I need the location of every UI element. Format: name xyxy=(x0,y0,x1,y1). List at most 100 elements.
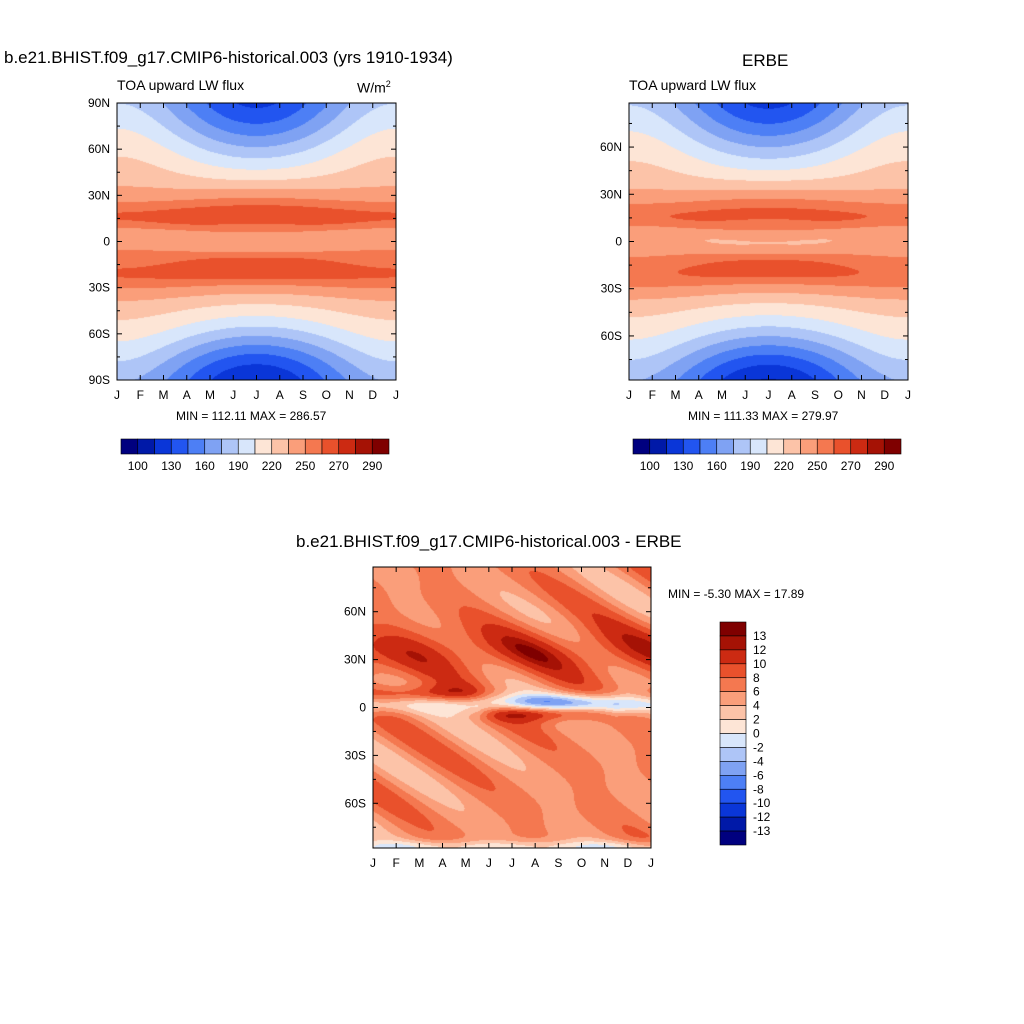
diff-colorbar-label: -8 xyxy=(753,782,764,796)
x-tick-label: O xyxy=(577,856,586,870)
panel2-title: ERBE xyxy=(742,51,789,70)
colorbar-label: 250 xyxy=(807,459,827,473)
y-tick-label: 60S xyxy=(345,796,366,810)
x-tick-label: A xyxy=(531,856,539,870)
y-tick-label: 30N xyxy=(344,653,366,667)
panel1-variable-label: TOA upward LW flux xyxy=(117,77,245,93)
colorbar-swatch xyxy=(170,438,189,455)
plot-1-field xyxy=(117,103,396,380)
colorbar-swatch xyxy=(221,438,239,455)
colorbar-swatch xyxy=(371,438,390,455)
y-tick-label: 30S xyxy=(345,748,366,762)
diff-colorbar-label: 4 xyxy=(753,699,760,713)
colorbar-label: 270 xyxy=(329,459,349,473)
diff-colorbar-swatch xyxy=(719,788,747,804)
x-tick-label: O xyxy=(834,388,843,402)
colorbar-swatch xyxy=(800,438,818,455)
x-tick-label: F xyxy=(392,856,399,870)
x-tick-label: N xyxy=(857,388,866,402)
x-tick-label: J xyxy=(114,388,120,402)
diff-colorbar-label: -2 xyxy=(753,740,764,754)
y-tick-label: 30N xyxy=(88,188,110,202)
diff-colorbar-swatch xyxy=(719,621,747,637)
diff-colorbar-swatch xyxy=(719,816,747,832)
x-tick-label: D xyxy=(880,388,889,402)
y-tick-label: 60S xyxy=(89,327,110,341)
colorbar-label: 250 xyxy=(295,459,315,473)
diff-colorbar-label: -12 xyxy=(753,810,771,824)
colorbar-swatch xyxy=(816,438,835,455)
x-tick-label: A xyxy=(438,856,446,870)
diff-colorbar-label: -4 xyxy=(753,754,764,768)
colorbar-swatch xyxy=(237,438,256,455)
colorbar-swatch xyxy=(137,438,155,455)
diff-colorbar-swatch xyxy=(719,830,747,846)
x-tick-label: A xyxy=(183,388,191,402)
x-tick-label: F xyxy=(649,388,656,402)
panel1-units-label: W/m2 xyxy=(357,79,391,96)
colorbar-label: 130 xyxy=(161,459,181,473)
x-tick-label: A xyxy=(695,388,703,402)
colorbar-swatch xyxy=(187,438,206,455)
x-tick-label: J xyxy=(626,388,632,402)
colorbar-swatch xyxy=(304,438,323,455)
colorbar-label: 220 xyxy=(262,459,282,473)
x-tick-label: A xyxy=(788,388,796,402)
colorbar-swatch xyxy=(783,438,801,455)
diff-colorbar-label: 10 xyxy=(753,657,767,671)
colorbar-swatch xyxy=(699,438,718,455)
y-tick-label: 0 xyxy=(103,235,110,249)
colorbar-label: 290 xyxy=(362,459,382,473)
y-tick-label: 60N xyxy=(88,142,110,156)
x-tick-label: J xyxy=(370,856,376,870)
colorbar-swatch xyxy=(338,438,356,455)
colorbar-label: 160 xyxy=(195,459,215,473)
colorbar-label: 270 xyxy=(841,459,861,473)
diff-colorbar-label: 12 xyxy=(753,643,767,657)
diff-colorbar-label: 8 xyxy=(753,671,760,685)
diff-colorbar-swatch xyxy=(719,775,747,790)
colorbar-swatch xyxy=(850,438,868,455)
colorbar-swatch xyxy=(749,438,768,455)
colorbar-label: 290 xyxy=(874,459,894,473)
x-tick-label: D xyxy=(623,856,632,870)
y-tick-label: 30S xyxy=(89,281,110,295)
y-tick-label: 60N xyxy=(344,605,366,619)
y-tick-label: 30N xyxy=(600,187,622,201)
x-tick-label: M xyxy=(461,856,471,870)
colorbar-label: 190 xyxy=(740,459,760,473)
colorbar-swatch xyxy=(766,438,785,455)
x-tick-label: J xyxy=(393,388,399,402)
diff-colorbar-swatch xyxy=(719,635,747,651)
colorbar-label: 130 xyxy=(673,459,693,473)
diff-colorbar-swatch xyxy=(719,677,747,692)
colorbar-label: 190 xyxy=(228,459,248,473)
diff-colorbar-swatch xyxy=(719,663,747,679)
diff-colorbar-swatch xyxy=(719,733,747,748)
diff-colorbar-label: 2 xyxy=(753,713,760,727)
plot-2-field xyxy=(629,103,908,380)
y-tick-label: 60N xyxy=(600,140,622,154)
colorbar-swatch xyxy=(204,438,222,455)
diff-colorbar-swatch xyxy=(719,802,747,818)
plot-3-field xyxy=(373,567,651,848)
diff-colorbar-swatch xyxy=(719,747,747,762)
panel1-title: b.e21.BHIST.f09_g17.CMIP6-historical.003… xyxy=(4,48,453,67)
diff-colorbar-label: -6 xyxy=(753,768,764,782)
panel2-minmax: MIN = 111.33 MAX = 279.97 xyxy=(688,409,839,423)
x-tick-label: J xyxy=(230,388,236,402)
panel3-minmax: MIN = -5.30 MAX = 17.89 xyxy=(668,587,805,601)
diff-colorbar-swatch xyxy=(719,761,747,776)
colorbar-swatch xyxy=(632,438,651,455)
x-tick-label: J xyxy=(648,856,654,870)
x-tick-label: M xyxy=(717,388,727,402)
diff-colorbar-swatch xyxy=(719,649,747,665)
x-tick-label: J xyxy=(742,388,748,402)
x-tick-label: M xyxy=(671,388,681,402)
colorbar-swatch xyxy=(682,438,701,455)
colorbar-swatch xyxy=(355,438,373,455)
colorbar-swatch xyxy=(288,438,306,455)
x-tick-label: S xyxy=(811,388,819,402)
colorbar-swatch xyxy=(833,438,852,455)
